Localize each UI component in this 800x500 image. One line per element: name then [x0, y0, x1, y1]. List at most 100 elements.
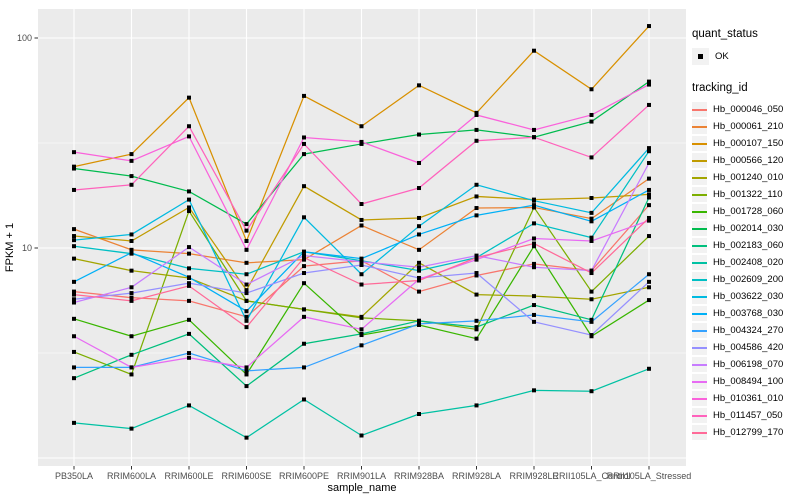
data-point	[187, 189, 191, 194]
data-point	[244, 298, 249, 303]
data-point	[647, 215, 651, 220]
quant-status-legend-items: OK	[692, 47, 798, 66]
data-point	[647, 279, 651, 284]
data-point	[589, 235, 594, 240]
color-line-icon	[692, 295, 707, 298]
legend-item-Hb_010361_010: Hb_010361_010	[692, 390, 798, 407]
data-point	[417, 278, 421, 283]
data-point	[589, 317, 594, 322]
data-point	[359, 124, 364, 129]
data-point	[474, 255, 479, 260]
data-point	[647, 195, 651, 200]
data-point	[72, 365, 76, 370]
color-line-icon	[692, 244, 707, 247]
legend-label: Hb_003768_030	[713, 308, 784, 319]
data-point	[187, 298, 191, 303]
legend-color-swatch	[692, 408, 707, 423]
data-point	[474, 110, 479, 115]
data-point	[244, 318, 249, 323]
data-point	[187, 351, 191, 356]
legend-label: Hb_011457_050	[713, 410, 783, 421]
data-point	[474, 271, 479, 276]
data-point	[302, 314, 306, 319]
data-point	[474, 327, 479, 332]
data-point	[417, 224, 421, 229]
x-tick-label: RRIM600LE	[164, 471, 213, 481]
legend-color-swatch	[692, 170, 707, 185]
legend-item-Hb_002609_200: Hb_002609_200	[692, 271, 798, 288]
black-square-marker-icon	[692, 48, 709, 65]
color-line-icon	[692, 414, 707, 417]
x-tick-label: RRIM928LA	[452, 471, 501, 481]
data-point	[359, 217, 364, 222]
legend-label: Hb_006198_070	[713, 359, 784, 370]
data-point	[589, 155, 594, 160]
data-point	[72, 289, 76, 294]
color-line-icon	[692, 193, 707, 196]
legend-title-quant-status: quant_status	[692, 28, 758, 40]
data-point	[417, 260, 421, 265]
x-tick-label: RRII105LA_Stressed	[607, 471, 692, 481]
data-point	[532, 265, 536, 270]
color-line-icon	[692, 380, 707, 383]
data-point	[417, 186, 421, 191]
x-tick-label: PB350LA	[55, 471, 93, 481]
data-point	[417, 289, 421, 294]
data-point	[647, 272, 651, 277]
data-point	[302, 249, 306, 254]
legend-color-swatch	[692, 306, 707, 321]
data-point	[302, 141, 306, 146]
legend-label: OK	[715, 51, 729, 62]
data-point	[187, 355, 191, 360]
data-point	[72, 234, 76, 239]
data-point	[532, 203, 536, 208]
color-line-icon	[692, 142, 707, 145]
legend-item-Hb_002014_030: Hb_002014_030	[692, 220, 798, 237]
legend-item-Hb_004324_270: Hb_004324_270	[692, 322, 798, 339]
data-point	[244, 238, 249, 243]
data-point	[474, 257, 479, 262]
data-point	[302, 341, 306, 346]
x-tick-label: RRIM600PE	[279, 471, 329, 481]
data-point	[129, 182, 134, 187]
color-line-icon	[692, 397, 707, 400]
data-point	[417, 83, 421, 88]
legend-label: Hb_001728_060	[713, 206, 784, 217]
data-point	[302, 397, 306, 402]
data-point	[72, 238, 76, 243]
data-point	[302, 255, 306, 260]
data-point	[647, 24, 651, 29]
color-line-icon	[692, 210, 707, 213]
data-point	[359, 272, 364, 277]
legend-label: Hb_002408_020	[713, 257, 784, 268]
x-tick-label: RRIM600SE	[221, 471, 271, 481]
data-point	[359, 202, 364, 207]
data-point	[244, 435, 249, 440]
data-point	[129, 365, 134, 370]
data-point	[589, 297, 594, 302]
data-point	[244, 368, 249, 373]
data-point	[129, 352, 134, 357]
legend-label: Hb_008494_100	[713, 376, 784, 387]
legend-label: Hb_000107_150	[713, 138, 784, 149]
data-point	[129, 372, 134, 377]
legend-item-Hb_000566_120: Hb_000566_120	[692, 152, 798, 169]
legend-item-Hb_012799_170: Hb_012799_170	[692, 424, 798, 441]
legend-label: Hb_003622_030	[713, 291, 784, 302]
data-point	[359, 141, 364, 146]
data-point	[474, 292, 479, 297]
data-point	[474, 273, 479, 278]
data-point	[589, 271, 594, 276]
data-point	[129, 426, 134, 431]
data-point	[474, 194, 479, 199]
data-point	[187, 197, 191, 202]
legend-label: Hb_002014_030	[713, 223, 784, 234]
point-marker-icon	[698, 54, 703, 59]
data-point	[647, 218, 651, 223]
data-point	[417, 268, 421, 273]
data-point	[647, 146, 651, 151]
legend-color-swatch	[692, 272, 707, 287]
legend-item-Hb_000107_150: Hb_000107_150	[692, 135, 798, 152]
legend-item-Hb_002183_060: Hb_002183_060	[692, 237, 798, 254]
data-point	[302, 257, 306, 262]
